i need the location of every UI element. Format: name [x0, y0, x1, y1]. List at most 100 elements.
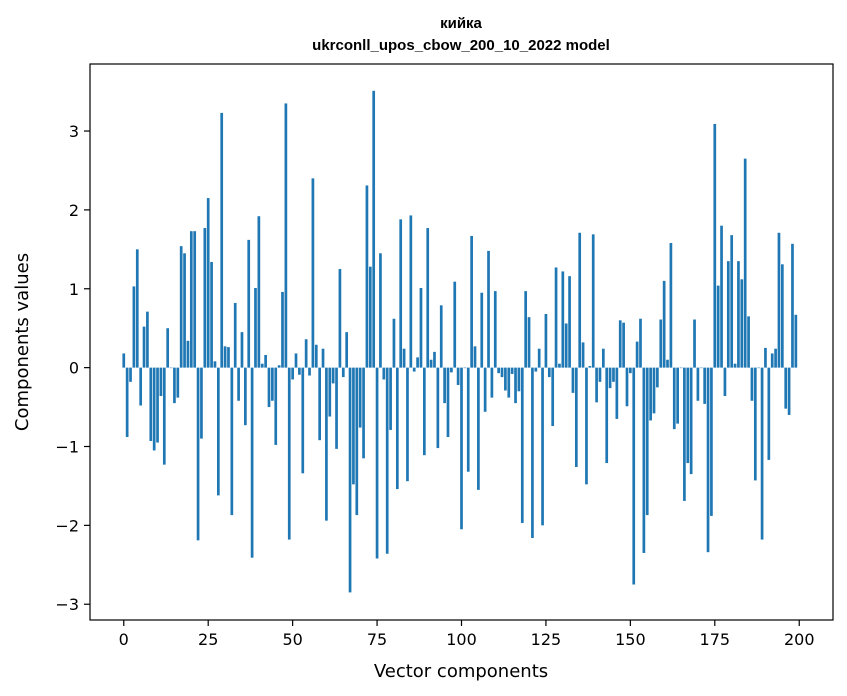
bar-4 [135, 249, 139, 368]
bar-42 [264, 355, 267, 368]
bar-64 [338, 269, 342, 368]
bar-159 [659, 319, 663, 368]
bar-149 [625, 367, 629, 407]
bar-3 [132, 286, 136, 368]
bar-48 [284, 103, 288, 368]
bar-6 [142, 326, 146, 368]
bar-17 [179, 246, 183, 368]
bar-196 [784, 367, 788, 409]
bar-56 [311, 178, 315, 368]
y-tick-label: 1 [69, 280, 79, 299]
bar-32 [230, 367, 234, 516]
bar-138 [588, 366, 592, 368]
bar-18 [183, 253, 186, 368]
bar-16 [176, 367, 180, 398]
bar-23 [200, 367, 203, 439]
bar-113 [504, 367, 507, 391]
bar-127 [551, 367, 555, 426]
bar-120 [527, 317, 531, 368]
bar-145 [612, 367, 615, 382]
bar-73 [368, 266, 372, 368]
x-axis-label: Vector components [374, 661, 548, 682]
bar-153 [639, 318, 642, 368]
bar-35 [240, 332, 244, 368]
x-tick-label: 25 [198, 630, 218, 649]
bar-129 [558, 363, 561, 368]
bar-78 [385, 367, 389, 554]
bar-45 [274, 367, 278, 445]
chart-subtitle: ukrconll_upos_cbow_200_10_2022 model [312, 37, 610, 54]
bar-108 [487, 250, 490, 368]
bar-88 [419, 287, 423, 368]
y-axis-label: Components values [12, 253, 33, 431]
bar-71 [362, 367, 365, 459]
bar-95 [443, 367, 446, 404]
x-tick-label: 50 [282, 630, 302, 649]
bar-89 [423, 367, 426, 456]
bar-60 [325, 367, 328, 521]
bar-15 [173, 367, 176, 404]
bar-8 [149, 367, 153, 441]
bar-103 [470, 235, 473, 368]
bar-158 [656, 367, 659, 388]
bar-148 [622, 322, 625, 368]
bar-11 [159, 367, 163, 397]
bar-197 [787, 367, 791, 415]
bar-135 [578, 232, 582, 368]
bar-130 [561, 271, 565, 368]
bar-96 [446, 367, 450, 438]
bar-111 [497, 367, 500, 374]
bar-44 [271, 367, 274, 401]
bar-41 [260, 363, 264, 368]
bar-114 [507, 367, 511, 398]
bar-194 [777, 232, 781, 368]
bar-140 [595, 367, 598, 403]
bar-189 [760, 367, 764, 540]
bar-5 [139, 367, 143, 406]
bar-33 [233, 302, 237, 368]
bar-110 [493, 291, 497, 368]
x-tick-label: 150 [615, 630, 646, 649]
bar-164 [676, 367, 679, 424]
bar-26 [210, 261, 213, 368]
bar-58 [318, 367, 321, 441]
bar-118 [520, 367, 524, 523]
bar-27 [213, 361, 217, 368]
y-tick-label: 2 [69, 201, 79, 220]
bar-181 [733, 363, 737, 368]
bar-171 [699, 367, 703, 369]
bar-51 [294, 353, 298, 368]
bar-72 [365, 185, 369, 368]
bar-180 [730, 235, 734, 368]
bar-174 [710, 367, 713, 516]
bar-68 [352, 367, 355, 485]
bar-125 [544, 314, 548, 368]
bar-122 [534, 367, 538, 372]
chart-title: кийка [440, 15, 482, 32]
bar-90 [426, 228, 430, 368]
bar-47 [281, 291, 284, 368]
bar-136 [581, 342, 585, 368]
bar-99 [456, 367, 460, 385]
bar-91 [429, 359, 433, 368]
bar-157 [652, 367, 656, 414]
x-tick-label: 0 [119, 630, 129, 649]
bar-34 [237, 367, 240, 401]
bar-13 [166, 328, 170, 368]
bar-102 [466, 367, 470, 472]
bar-177 [720, 225, 723, 368]
bar-109 [490, 367, 494, 398]
bar-100 [460, 367, 463, 530]
bar-124 [541, 367, 544, 526]
bar-179 [726, 261, 730, 368]
bar-93 [436, 367, 440, 449]
bar-193 [774, 348, 777, 368]
bar-49 [287, 367, 291, 540]
bar-146 [615, 367, 619, 419]
bar-144 [608, 367, 612, 389]
bar-169 [693, 319, 696, 368]
x-axis-ticks: 0 25 50 75 100 125 150 175 200 [119, 620, 815, 649]
bar-184 [743, 158, 747, 368]
bar-139 [591, 234, 595, 368]
bar-14 [169, 367, 173, 369]
